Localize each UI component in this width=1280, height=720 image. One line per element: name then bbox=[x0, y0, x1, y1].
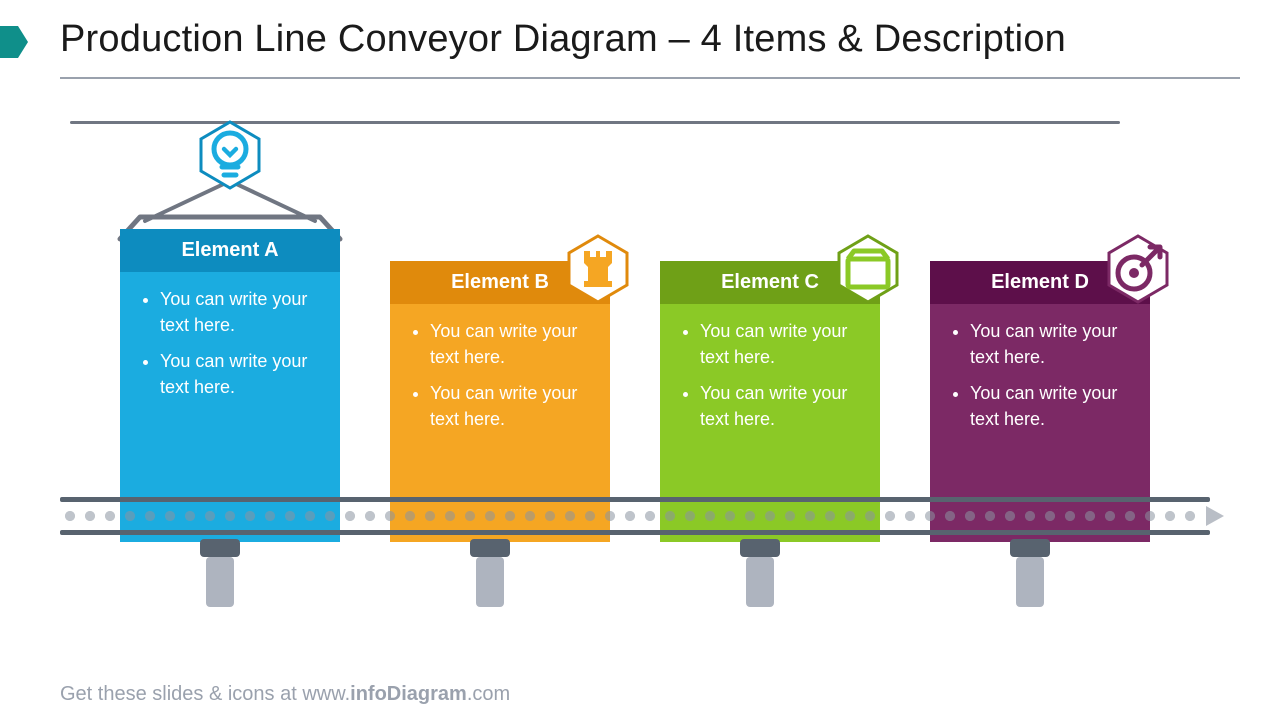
belt-legs bbox=[60, 539, 1240, 609]
belt-leg bbox=[1010, 539, 1050, 607]
leg-cap bbox=[200, 539, 240, 557]
card-B-bullet: You can write your text here. bbox=[430, 380, 594, 432]
conveyor-belt bbox=[60, 497, 1240, 535]
hex-badge-B bbox=[566, 233, 630, 305]
title-bar: Production Line Conveyor Diagram – 4 Ite… bbox=[0, 0, 1280, 71]
lightbulb-icon bbox=[198, 119, 262, 191]
belt-bottom-bar bbox=[60, 530, 1210, 535]
footer-bold: infoDiagram bbox=[350, 683, 467, 705]
card-D-bullet: You can write your text here. bbox=[970, 318, 1134, 370]
belt-leg bbox=[470, 539, 510, 607]
rook-icon bbox=[566, 233, 630, 305]
card-D-bullet: You can write your text here. bbox=[970, 380, 1134, 432]
leg-cap bbox=[470, 539, 510, 557]
box-icon bbox=[836, 233, 900, 305]
card-D-title: Element D bbox=[991, 271, 1089, 293]
card-A-bullet: You can write your text here. bbox=[160, 286, 324, 338]
leg-cap bbox=[740, 539, 780, 557]
footer-credit: Get these slides & icons at www.infoDiag… bbox=[60, 683, 510, 706]
belt-leg bbox=[740, 539, 780, 607]
leg-post bbox=[746, 557, 774, 607]
hanger-A bbox=[115, 121, 345, 231]
diagram-stage: Element A You can write your text here. Y… bbox=[60, 101, 1240, 621]
belt-top-bar bbox=[60, 497, 1210, 502]
hex-badge-A bbox=[198, 119, 262, 191]
card-B-bullet: You can write your text here. bbox=[430, 318, 594, 370]
leg-post bbox=[206, 557, 234, 607]
title-accent bbox=[0, 26, 18, 58]
hex-badge-C bbox=[836, 233, 900, 305]
belt-dot-row bbox=[60, 511, 1200, 521]
leg-cap bbox=[1010, 539, 1050, 557]
title-underline bbox=[60, 77, 1240, 79]
page-title: Production Line Conveyor Diagram – 4 Ite… bbox=[60, 18, 1240, 61]
leg-post bbox=[1016, 557, 1044, 607]
belt-leg bbox=[200, 539, 240, 607]
card-A-bullet: You can write your text here. bbox=[160, 348, 324, 400]
card-B-title: Element B bbox=[451, 271, 549, 293]
footer-prefix: Get these slides & icons at www. bbox=[60, 683, 350, 705]
leg-post bbox=[476, 557, 504, 607]
card-C-bullet: You can write your text here. bbox=[700, 318, 864, 370]
card-A: Element A You can write your text here. Y… bbox=[120, 229, 340, 542]
hex-badge-D bbox=[1106, 233, 1170, 305]
belt-dots bbox=[60, 509, 1224, 523]
card-C-title: Element C bbox=[721, 271, 819, 293]
target-icon bbox=[1106, 233, 1170, 305]
belt-arrow-icon bbox=[1206, 506, 1224, 526]
footer-suffix: .com bbox=[467, 683, 510, 705]
card-A-header: Element A bbox=[120, 229, 340, 272]
card-A-title: Element A bbox=[181, 239, 278, 261]
card-C-bullet: You can write your text here. bbox=[700, 380, 864, 432]
